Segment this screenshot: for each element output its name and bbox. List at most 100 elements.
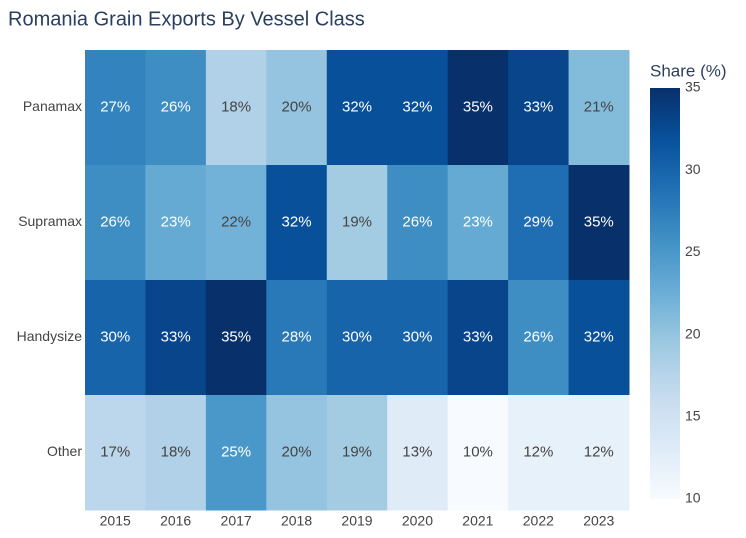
cell-value-label: 18% [161,443,191,460]
heatmap-cell [326,280,388,396]
x-axis-ticks: 2015 2016 2017 2018 2019 2020 2021 2022 2023 [100,513,615,529]
heatmap-cells: 27% 26% 18% 20% 32% 32% 35% 33% 21% 26% 23% 22% 32% 1… [85,50,630,511]
cell-value-label: 30% [100,328,130,345]
cell-value-label: 23% [463,213,493,230]
y-tick-label: Panamax [23,98,82,114]
cell-value-label: 22% [221,213,251,230]
heatmap-cell [266,165,328,281]
heatmap-cell [447,165,509,281]
cell-value-label: 30% [402,328,432,345]
y-tick-label: Supramax [18,213,82,229]
heatmap-cell [145,165,207,281]
cell-value-label: 32% [402,98,432,115]
cell-value-label: 20% [282,443,312,460]
x-tick-label: 2019 [341,513,372,529]
cell-value-label: 30% [342,328,372,345]
cell-value-label: 19% [342,443,372,460]
cell-value-label: 32% [584,328,614,345]
heatmap-cell [205,50,267,166]
cell-value-label: 13% [402,443,432,460]
heatmap-cell [508,165,570,281]
cell-value-label: 33% [523,98,553,115]
cell-value-label: 26% [523,328,553,345]
colorbar-tick-label: 35 [685,79,701,95]
heatmap-cell [447,280,509,396]
y-tick-label: Handysize [17,328,83,344]
colorbar-tick-label: 20 [685,325,701,341]
cell-value-label: 26% [402,213,432,230]
x-tick-label: 2020 [402,513,433,529]
colorbar-tick-label: 10 [685,490,701,506]
heatmap-cell [508,395,570,511]
heatmap-cell [85,280,146,396]
heatmap-cell [568,165,630,281]
heatmap-cell [568,50,630,166]
heatmap-cell [145,395,207,511]
cell-value-label: 29% [523,213,553,230]
cell-value-label: 20% [282,98,312,115]
cell-value-label: 35% [221,328,251,345]
heatmap-cell [568,395,630,511]
heatmap-cell [387,165,449,281]
cell-value-label: 26% [100,213,130,230]
heatmap-cell [508,50,570,166]
heatmap-cell [508,280,570,396]
x-tick-label: 2018 [281,513,312,529]
colorbar-tick-label: 25 [685,243,701,259]
heatmap-cell [205,280,267,396]
x-tick-label: 2022 [523,513,554,529]
heatmap-cell [387,50,449,166]
heatmap-cell [205,395,267,511]
heatmap-cell [266,395,328,511]
colorbar [650,88,680,499]
cell-value-label: 12% [584,443,614,460]
heatmap-cell [145,280,207,396]
cell-value-label: 28% [282,328,312,345]
cell-value-label: 32% [282,213,312,230]
cell-value-label: 12% [523,443,553,460]
heatmap-cell [387,395,449,511]
cell-value-label: 26% [161,98,191,115]
cell-value-label: 17% [100,443,130,460]
heatmap-cell [387,280,449,396]
heatmap-cell [326,50,388,166]
cell-value-label: 35% [584,213,614,230]
heatmap-cell [85,165,146,281]
x-tick-label: 2021 [462,513,493,529]
colorbar-tick-label: 30 [685,161,701,177]
chart-title: Romania Grain Exports By Vessel Class [8,8,365,30]
cell-value-label: 18% [221,98,251,115]
y-tick-label: Other [47,443,82,459]
colorbar-tick-label: 15 [685,408,701,424]
heatmap-cell [568,280,630,396]
cell-value-label: 33% [463,328,493,345]
cell-value-label: 23% [161,213,191,230]
heatmap-cell [447,395,509,511]
cell-value-label: 33% [161,328,191,345]
colorbar-ticks: 10 15 20 25 30 35 [685,79,701,506]
heatmap-cell [447,50,509,166]
x-tick-label: 2023 [583,513,614,529]
cell-value-label: 21% [584,98,614,115]
y-axis-ticks: Panamax Supramax Handysize Other [17,98,83,459]
x-tick-label: 2015 [100,513,131,529]
cell-value-label: 35% [463,98,493,115]
heatmap-cell [266,280,328,396]
x-tick-label: 2016 [160,513,191,529]
x-tick-label: 2017 [221,513,252,529]
cell-value-label: 10% [463,443,493,460]
heatmap-cell [266,50,328,166]
cell-value-label: 27% [100,98,130,115]
heatmap-cell [145,50,207,166]
heatmap-cell [85,395,146,511]
heatmap-cell [85,50,146,166]
cell-value-label: 19% [342,213,372,230]
heatmap-cell [205,165,267,281]
heatmap-cell [326,165,388,281]
heatmap-cell [326,395,388,511]
cell-value-label: 32% [342,98,372,115]
colorbar-title: Share (%) [650,61,727,80]
cell-value-label: 25% [221,443,251,460]
